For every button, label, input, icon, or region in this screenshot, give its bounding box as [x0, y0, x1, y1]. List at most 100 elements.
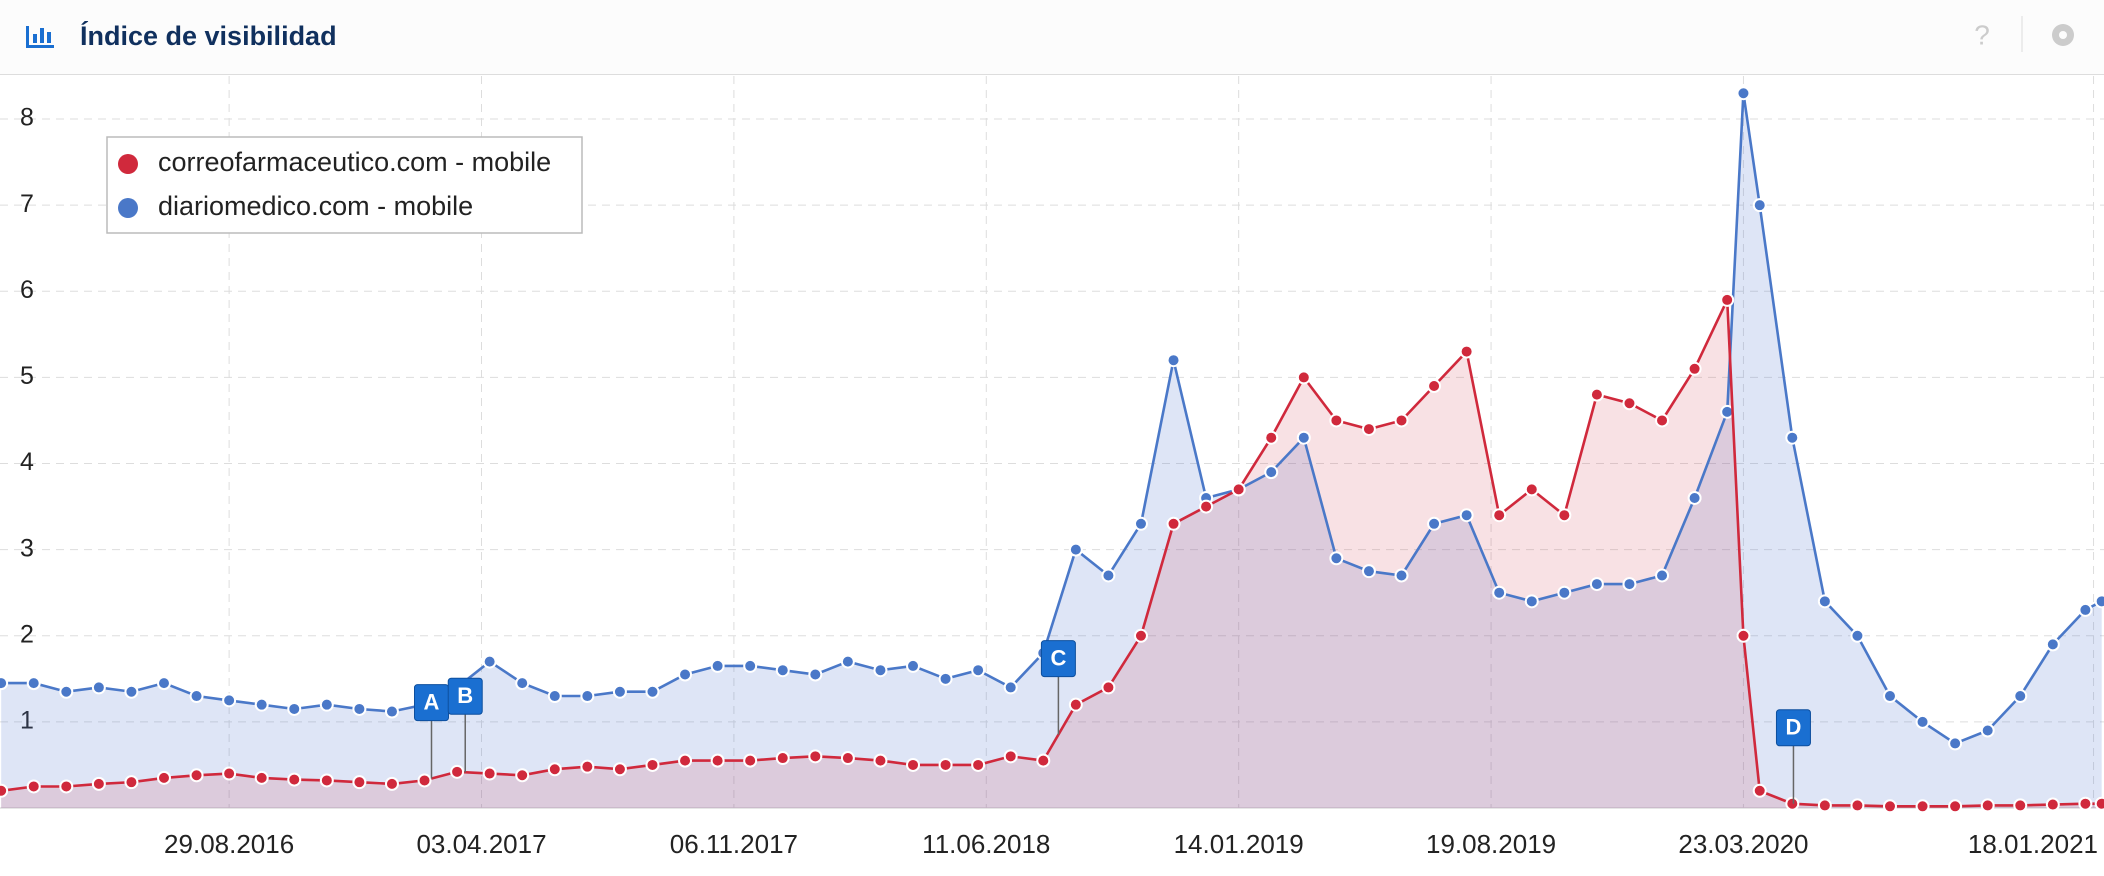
point — [1524, 594, 1539, 609]
header: Índice de visibilidad ? — [0, 0, 2104, 75]
point — [2013, 689, 2028, 704]
point — [743, 658, 758, 673]
point — [1622, 577, 1637, 592]
point — [1003, 749, 1018, 764]
point — [0, 783, 9, 798]
point — [1785, 796, 1800, 811]
point — [1394, 568, 1409, 583]
point — [1736, 86, 1751, 101]
y-tick-label: 3 — [20, 534, 34, 562]
point — [2013, 798, 2028, 813]
point — [1817, 594, 1832, 609]
point — [971, 663, 986, 678]
chart-icon — [26, 26, 54, 48]
point — [1459, 508, 1474, 523]
point — [287, 772, 302, 787]
point — [1850, 798, 1865, 813]
point — [222, 766, 237, 781]
point — [840, 654, 855, 669]
point — [1264, 430, 1279, 445]
chart: 1 2 3 4 5 6 7 8 29.08.2016 03.04.2017 06.11.2017 11… — [0, 76, 2104, 859]
point — [1133, 516, 1148, 531]
annotation-flag — [1775, 709, 1811, 747]
point — [189, 689, 204, 704]
point — [808, 667, 823, 682]
point — [938, 757, 953, 772]
annotation-label: C — [1050, 645, 1066, 670]
point — [124, 684, 139, 699]
x-tick-label: 29.08.2016 — [164, 829, 294, 859]
y-tick-label: 1 — [20, 706, 34, 734]
point — [1752, 198, 1767, 213]
point — [1589, 387, 1604, 402]
point — [2045, 797, 2060, 812]
point — [2094, 594, 2104, 609]
point — [710, 753, 725, 768]
panel-title: Índice de visibilidad — [80, 20, 337, 51]
series-area — [1, 299, 2102, 808]
series-area — [1, 93, 2102, 808]
point — [1492, 585, 1507, 600]
point — [1687, 361, 1702, 376]
point — [775, 751, 790, 766]
point — [1915, 714, 1930, 729]
point — [873, 663, 888, 678]
point — [1166, 516, 1181, 531]
y-tick-label: 5 — [20, 362, 34, 390]
point — [515, 768, 530, 783]
point — [1361, 564, 1376, 579]
point — [287, 701, 302, 716]
point — [1361, 422, 1376, 437]
point — [1557, 585, 1572, 600]
point — [873, 753, 888, 768]
x-tick-label: 23.03.2020 — [1678, 829, 1808, 859]
point — [1948, 799, 1963, 814]
point — [612, 762, 627, 777]
point — [0, 676, 9, 691]
point — [710, 658, 725, 673]
y-tick-label: 7 — [20, 190, 34, 218]
point — [678, 667, 693, 682]
point — [254, 770, 269, 785]
point — [1687, 490, 1702, 505]
x-tick-label: 14.01.2019 — [1174, 829, 1304, 859]
point — [1736, 628, 1751, 643]
point — [1296, 430, 1311, 445]
point — [547, 689, 562, 704]
point — [1980, 798, 1995, 813]
point — [515, 676, 530, 691]
point — [1720, 292, 1735, 307]
legend: correofarmaceutico.com - mobile diariomed… — [106, 136, 583, 234]
point — [189, 768, 204, 783]
point — [1557, 508, 1572, 523]
point — [1980, 723, 1995, 738]
annotation-flag — [447, 677, 483, 715]
point — [1589, 577, 1604, 592]
legend-label: diariomedico.com - mobile — [158, 191, 473, 221]
legend-label: correofarmaceutico.com - mobile — [158, 147, 551, 177]
point — [1166, 353, 1181, 368]
point — [482, 654, 497, 669]
point — [938, 671, 953, 686]
point — [59, 779, 74, 794]
point — [2045, 637, 2060, 652]
point — [1068, 542, 1083, 557]
point — [1101, 568, 1116, 583]
point — [59, 684, 74, 699]
x-tick-label: 19.08.2019 — [1426, 829, 1556, 859]
point — [906, 757, 921, 772]
point — [612, 684, 627, 699]
point — [482, 766, 497, 781]
point — [417, 773, 432, 788]
point — [91, 776, 106, 791]
point — [319, 773, 334, 788]
point — [1329, 551, 1344, 566]
point — [1622, 396, 1637, 411]
y-tick-label: 8 — [20, 104, 34, 132]
help-icon[interactable]: ? — [1974, 19, 1990, 50]
settings-icon[interactable] — [2052, 24, 2074, 46]
point — [775, 663, 790, 678]
point — [1882, 689, 1897, 704]
annotation-flag — [1040, 640, 1076, 678]
